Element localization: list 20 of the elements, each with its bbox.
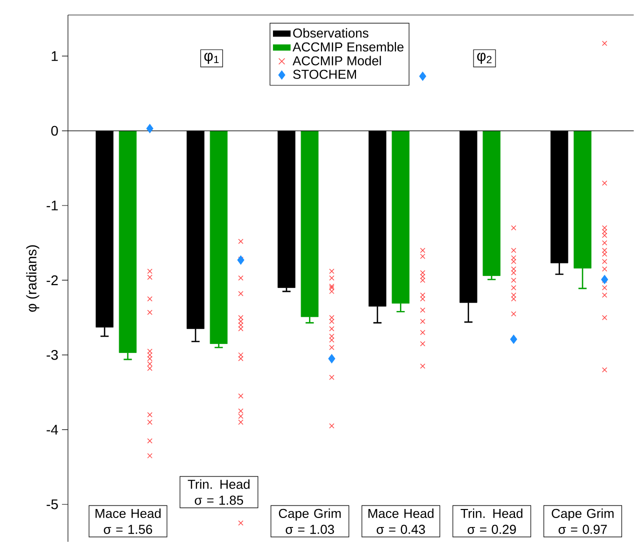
legend-label: ACCMIP Model (292, 56, 381, 66)
y-tick-label: -4 (46, 424, 58, 434)
annotation: φ$_{1}$ (204, 52, 219, 64)
y-tick-label: -3 (46, 350, 58, 360)
annotation: φ$_{2}$ (477, 52, 492, 64)
y-tick-label: 0 (51, 126, 58, 136)
x-tick-label: Cape Grim σ = 0.97 (552, 508, 614, 534)
legend-label: Observations (293, 28, 368, 38)
x-tick-label: Mace Head σ = 1.56 (96, 508, 161, 534)
x-tick-label: Mace Head σ = 0.43 (368, 508, 434, 534)
y-axis-title: φ (radians) (26, 245, 40, 312)
x-tick-label: Trin. Head σ = 0.29 (460, 508, 522, 534)
y-tick-label: -2 (46, 275, 58, 286)
legend-label: ACCMIP Ensemble (292, 42, 404, 52)
y-tick-label: 1 (52, 51, 58, 61)
legend-label: STOCHEM (293, 70, 356, 79)
y-tick-label: -5 (46, 500, 58, 510)
y-tick-label: -1 (46, 200, 58, 210)
x-tick-label: Trin. Head σ = 1.85 (188, 479, 250, 505)
x-tick-label: Cape Grim σ = 1.03 (278, 508, 341, 534)
